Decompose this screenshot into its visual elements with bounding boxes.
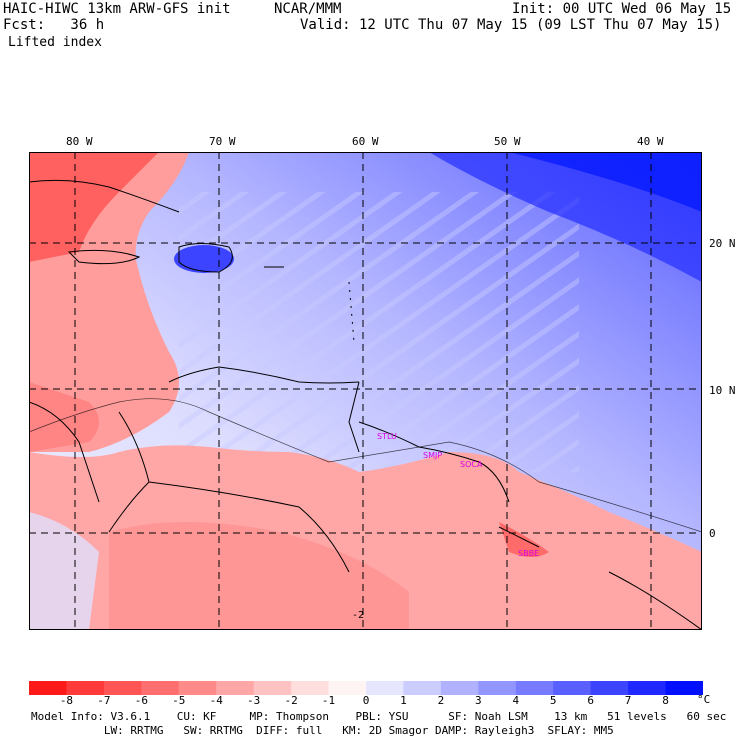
colorbar-tick-label: 1 <box>400 694 407 707</box>
forecast-hour: Fcst: 36 h <box>3 17 105 33</box>
cuba-coast <box>28 179 180 213</box>
zero-contour <box>28 398 703 533</box>
colorbar-tick-label: -2 <box>284 694 298 707</box>
lon-label: 40 W <box>637 135 664 148</box>
colorbar-svg <box>29 681 704 695</box>
colorbar-swatch <box>141 681 180 695</box>
colorbar-unit: °C <box>697 693 711 706</box>
colorbar-swatch <box>403 681 442 695</box>
guianas-coast <box>358 421 510 503</box>
colorbar-swatch <box>553 681 592 695</box>
colorbar-swatch <box>665 681 704 695</box>
colorbar-swatch <box>103 681 142 695</box>
station-label: SMJP <box>423 451 443 460</box>
unstable-interior-region <box>109 522 409 630</box>
colorbar-tick-label: 5 <box>549 694 557 707</box>
station-label: SBBE <box>518 549 540 558</box>
colorbar-swatch <box>515 681 554 695</box>
hispaniola-coast <box>178 243 233 273</box>
colorbar-tick-label: -8 <box>59 694 74 707</box>
colorbar-swatch <box>29 681 67 695</box>
contour-label: -2 <box>352 610 365 621</box>
lon-label: 60 W <box>352 135 379 148</box>
colorbar-swatch <box>216 681 255 695</box>
colorbar-tick-label: 4 <box>512 694 520 707</box>
jamaica-coast <box>67 249 141 265</box>
station-label: SOCA <box>460 460 483 469</box>
andes-stable-strip <box>29 512 99 630</box>
brazil-ne-coast <box>608 571 703 631</box>
model-info-line1: Model Info: V3.6.1 CU: KF MP: Thompson P… <box>31 710 727 723</box>
colorbar-tick-label: 8 <box>662 694 669 707</box>
coastlines <box>28 179 703 631</box>
lifted-index-map <box>28 152 703 631</box>
colorbar-swatch <box>628 681 667 695</box>
colorbar-swatch <box>590 681 629 695</box>
colorbar-swatch <box>440 681 479 695</box>
central-america-coast <box>28 401 100 503</box>
colorbar-tick-label: 2 <box>437 694 445 707</box>
strong-unstable-region <box>29 152 159 262</box>
unstable-region <box>29 382 99 452</box>
colorbar-swatch <box>178 681 217 695</box>
colorbar-tick-label: 7 <box>624 694 632 707</box>
colorbar-tick-label: 6 <box>587 694 594 707</box>
lon-label: 80 W <box>66 135 93 148</box>
colorbar-swatch <box>328 681 367 695</box>
colorbar-tick-label: -5 <box>172 694 186 707</box>
field-name: Lifted index <box>8 35 102 50</box>
colorbar-tick-label: -6 <box>134 694 148 707</box>
ocean-streaks <box>179 192 579 472</box>
colorbar-swatch <box>291 681 330 695</box>
model-title: HAIC-HIWC 13km ARW-GFS init <box>3 1 231 17</box>
valid-time: Valid: 12 UTC Thu 07 May 15 (09 LST Thu … <box>300 17 722 33</box>
colorbar-tick-label: -3 <box>247 694 261 707</box>
colorbar-tick-label: 3 <box>475 694 482 707</box>
venezuela-coast <box>168 366 360 384</box>
colorbar <box>29 680 704 699</box>
guyana-border <box>348 381 360 453</box>
colorbar-swatch <box>66 681 105 695</box>
lat-label: 0 <box>709 527 716 540</box>
brazil-border <box>148 481 350 573</box>
lat-label: 10 N <box>709 384 736 397</box>
colorbar-tick-label: -1 <box>321 694 336 707</box>
map-frame <box>29 152 702 630</box>
colorbar-swatch <box>366 681 404 695</box>
colorbar-tick-label: -4 <box>209 694 223 707</box>
graticule <box>29 152 702 630</box>
lat-label: 20 N <box>709 237 736 250</box>
lon-label: 50 W <box>494 135 521 148</box>
colorbar-swatch <box>478 681 517 695</box>
model-info-line2: LW: RRTMG SW: RRTMG DIFF: full KM: 2D Sm… <box>31 724 614 737</box>
lon-label: 70 W <box>209 135 236 148</box>
colorbar-swatch <box>253 681 292 695</box>
station-label: STLU <box>377 432 397 441</box>
org-label: NCAR/MMM <box>274 1 342 17</box>
amazon-coast <box>498 526 540 548</box>
colorbar-tick-label: 0 <box>362 694 370 707</box>
map-svg <box>28 152 703 631</box>
very-stable-region <box>509 152 702 212</box>
colorbar-tick-label: -7 <box>97 694 111 707</box>
init-time: Init: 00 UTC Wed 06 May 15 <box>512 1 732 17</box>
